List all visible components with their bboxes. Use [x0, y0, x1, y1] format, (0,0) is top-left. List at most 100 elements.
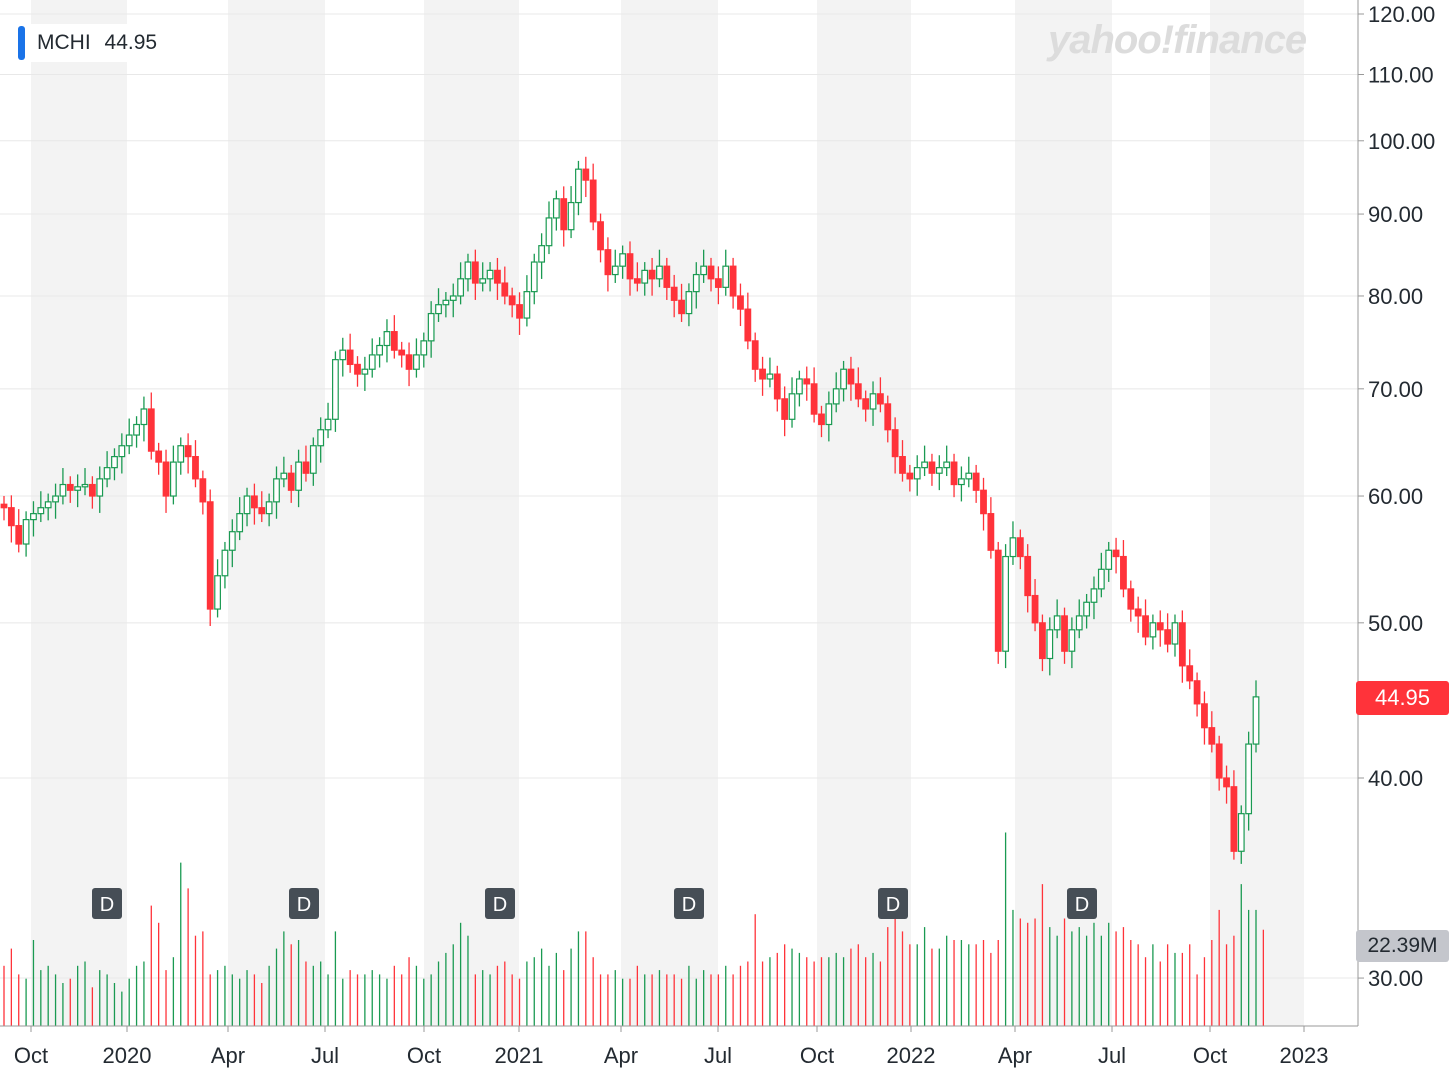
candle-body[interactable] [567, 201, 575, 231]
candle-body[interactable] [840, 368, 847, 390]
candle-body[interactable] [346, 349, 354, 366]
candle-body[interactable] [523, 291, 531, 319]
candle-body[interactable] [619, 253, 627, 267]
candle-body[interactable] [980, 489, 987, 515]
candle-body[interactable] [1245, 743, 1253, 815]
candle-body[interactable] [1149, 622, 1157, 638]
candle-body[interactable] [1156, 622, 1164, 631]
candle-body[interactable] [457, 278, 465, 297]
candle-body[interactable] [1112, 549, 1120, 558]
candle-body[interactable] [206, 501, 214, 610]
candle-body[interactable] [177, 445, 185, 463]
candle-body[interactable] [427, 312, 435, 342]
candle-body[interactable] [656, 265, 663, 280]
candle-body[interactable] [744, 308, 752, 342]
candle-body[interactable] [471, 261, 479, 284]
candle-body[interactable] [236, 513, 244, 533]
dividend-marker[interactable]: D [92, 888, 122, 919]
candle-body[interactable] [994, 549, 1002, 652]
candle-body[interactable] [582, 168, 590, 181]
candle-body[interactable] [88, 483, 96, 497]
candle-body[interactable] [965, 472, 973, 480]
candle-body[interactable] [1215, 743, 1223, 779]
candle-body[interactable] [66, 483, 74, 491]
candle-body[interactable] [361, 368, 369, 375]
dividend-marker[interactable]: D [289, 888, 319, 919]
candle-body[interactable] [950, 461, 958, 486]
candle-body[interactable] [1237, 813, 1245, 852]
candle-body[interactable] [405, 354, 413, 370]
candle-body[interactable] [1120, 555, 1127, 590]
candle-body[interactable] [560, 198, 568, 231]
candle-body[interactable] [442, 299, 450, 306]
candle-body[interactable] [825, 403, 833, 426]
candle-body[interactable] [1208, 727, 1216, 745]
candle-body[interactable] [1090, 588, 1098, 603]
candle-body[interactable] [140, 408, 148, 426]
candle-body[interactable] [714, 278, 722, 288]
candle-body[interactable] [604, 249, 612, 276]
candle-body[interactable] [332, 359, 339, 420]
candle-body[interactable] [169, 461, 177, 497]
candle-body[interactable] [884, 403, 892, 431]
candle-body[interactable] [1053, 615, 1061, 631]
candle-body[interactable] [1068, 629, 1076, 652]
candle-body[interactable] [1009, 537, 1017, 558]
candle-body[interactable] [751, 340, 759, 370]
candle-body[interactable] [464, 261, 472, 280]
candle-body[interactable] [641, 269, 649, 284]
candle-body[interactable] [494, 269, 501, 284]
candle-body[interactable] [1031, 594, 1039, 624]
candle-body[interactable] [685, 291, 693, 315]
candle-body[interactable] [1230, 786, 1238, 852]
candle-body[interactable] [648, 269, 656, 280]
candle-body[interactable] [633, 278, 641, 284]
candle-body[interactable] [737, 295, 744, 310]
candle-body[interactable] [626, 253, 634, 280]
candle-body[interactable] [1039, 622, 1046, 660]
candle-body[interactable] [729, 265, 737, 297]
candle-body[interactable] [1016, 537, 1024, 558]
candle-body[interactable] [228, 531, 236, 551]
candle-body[interactable] [891, 429, 899, 458]
candle-body[interactable] [921, 461, 928, 469]
candle-body[interactable] [670, 286, 678, 301]
candle-body[interactable] [928, 461, 936, 474]
candle-body[interactable] [1061, 615, 1068, 652]
candle-body[interactable] [339, 349, 347, 361]
candle-body[interactable] [1097, 568, 1105, 590]
candle-body[interactable] [1223, 777, 1230, 788]
candle-body[interactable] [832, 388, 840, 405]
candle-body[interactable] [221, 549, 229, 577]
candle-body[interactable] [958, 478, 965, 486]
candle-body[interactable] [420, 340, 428, 356]
candle-body[interactable] [611, 265, 619, 276]
candle-body[interactable] [1193, 680, 1201, 705]
candle-body[interactable] [788, 393, 796, 420]
candle-body[interactable] [1201, 703, 1208, 729]
candle-body[interactable] [913, 467, 921, 480]
candle-body[interactable] [773, 373, 781, 400]
candle-body[interactable] [354, 363, 361, 375]
candle-body[interactable] [854, 383, 862, 400]
candle-body[interactable] [324, 418, 332, 431]
candle-body[interactable] [155, 450, 163, 463]
candle-body[interactable] [589, 179, 597, 223]
candle-body[interactable] [508, 295, 516, 306]
candle-body[interactable] [759, 368, 766, 380]
candle-body[interactable] [125, 434, 133, 447]
candle-body[interactable] [309, 445, 317, 474]
candle-body[interactable] [803, 378, 811, 385]
candle-body[interactable] [1178, 622, 1186, 667]
candle-body[interactable] [538, 245, 546, 263]
candle-body[interactable] [251, 495, 258, 509]
candle-body[interactable] [273, 478, 280, 503]
candle-body[interactable] [317, 429, 325, 447]
candle-body[interactable] [118, 445, 126, 458]
candle-body[interactable] [1024, 555, 1032, 597]
candle-body[interactable] [368, 354, 376, 370]
candle-body[interactable] [847, 368, 855, 385]
candle-body[interactable] [663, 265, 671, 288]
candle-body[interactable] [81, 483, 89, 488]
